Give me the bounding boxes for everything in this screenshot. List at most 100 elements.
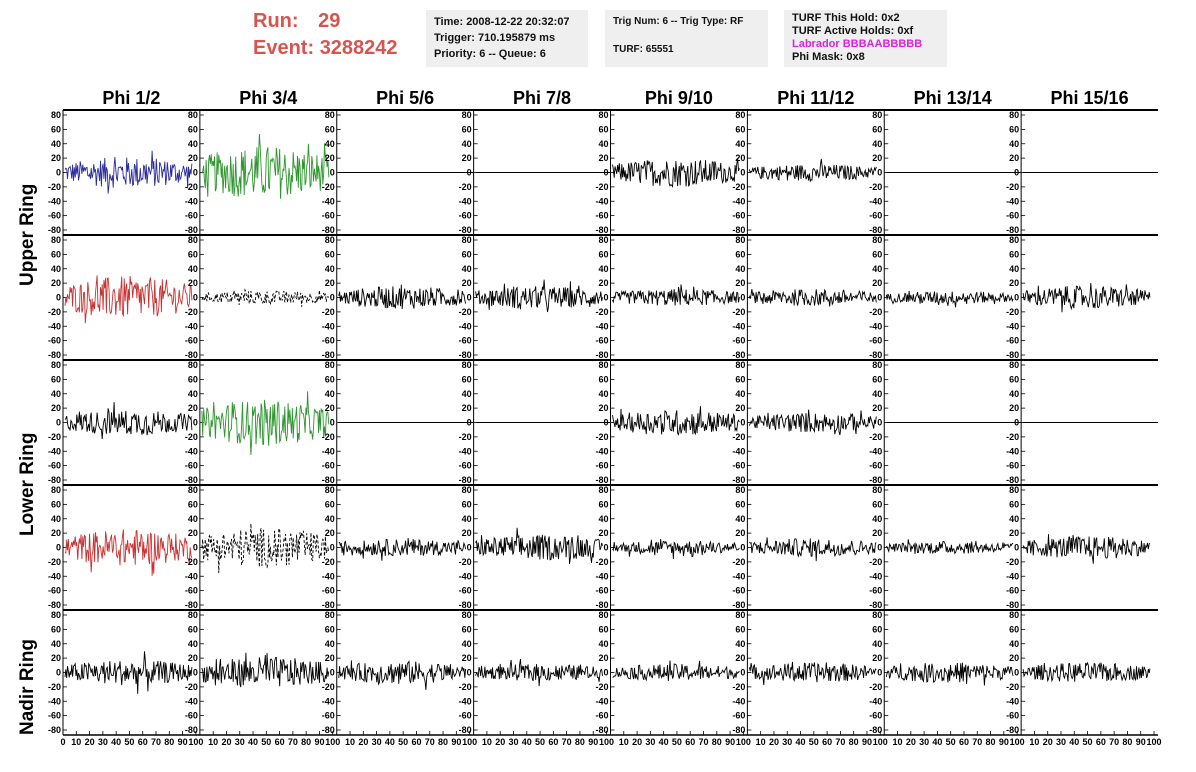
y-tick-label: 80 [1009,485,1019,495]
waveform-trace [885,662,1014,686]
y-tick-label: -40 [459,196,472,206]
y-tick-label: -20 [732,557,745,567]
y-tick-label: -20 [48,557,61,567]
x-tick-label: 50 [398,737,408,747]
y-tick-label: 80 [872,360,882,370]
y-tick-label: -20 [869,182,882,192]
y-tick-label: 40 [51,264,61,274]
y-tick-label: -40 [869,571,882,581]
waveform-trace [201,391,330,456]
turf-this-hold-text: TURF This Hold: 0x2 [792,12,900,24]
x-tick-label: 80 [164,737,174,747]
x-tick-label: 60 [959,737,969,747]
y-tick-label: 80 [872,610,882,620]
y-tick-label: -40 [322,571,335,581]
y-tick-label: -60 [459,461,472,471]
y-tick-label: 0 [740,668,745,678]
waveform-trace [1022,282,1151,313]
x-tick-label: 10 [345,737,355,747]
x-tick-label: 80 [849,737,859,747]
y-tick-label: -20 [185,307,198,317]
y-tick-label: 60 [462,624,472,634]
y-tick-label: 40 [1009,639,1019,649]
x-tick-label: 20 [85,737,95,747]
y-tick-label: -80 [48,350,61,360]
y-tick-label: -40 [1006,696,1019,706]
y-tick-label: 60 [462,499,472,509]
x-tick-label: 40 [111,737,121,747]
y-tick-label: -80 [595,600,608,610]
y-tick-label: 0 [877,168,882,178]
y-tick-label: 20 [462,403,472,413]
y-tick-label: -60 [869,586,882,596]
y-tick-label: -60 [732,336,745,346]
y-tick-label: -40 [48,696,61,706]
y-tick-label: 40 [325,514,335,524]
x-tick-label: 70 [1109,737,1119,747]
y-tick-label: -60 [869,336,882,346]
x-tick-label: 20 [769,737,779,747]
y-tick-label: -60 [1006,586,1019,596]
y-tick-label: 60 [1009,624,1019,634]
x-tick-label: 20 [221,737,231,747]
waveform-trace [201,652,330,688]
y-tick-label: -20 [48,682,61,692]
column-header: Phi 15/16 [1051,88,1129,108]
y-tick-label: 20 [872,528,882,538]
y-tick-label: 20 [1009,653,1019,663]
x-tick-label: 60 [548,737,558,747]
phi-mask-text: Phi Mask: 0x8 [792,51,865,63]
y-tick-label: 20 [325,653,335,663]
y-tick-label: 0 [740,168,745,178]
y-tick-label: -40 [185,446,198,456]
y-tick-label: 40 [598,389,608,399]
x-tick-label: 40 [1069,737,1079,747]
x-tick-label: 30 [98,737,108,747]
x-tick-label: 50 [672,737,682,747]
x-tick-label: 100 [1146,737,1161,747]
y-tick-label: 0 [56,168,61,178]
y-tick-label: -60 [322,711,335,721]
y-tick-label: -60 [322,211,335,221]
y-tick-label: 40 [51,139,61,149]
y-tick-label: 20 [51,403,61,413]
y-tick-label: -60 [48,211,61,221]
y-tick-label: -20 [732,432,745,442]
y-tick-label: 80 [598,360,608,370]
y-tick-label: -40 [1006,321,1019,331]
y-tick-label: 0 [330,168,335,178]
x-tick-label: 40 [932,737,942,747]
waveform-trace [1022,534,1151,564]
x-tick-label: 70 [151,737,161,747]
x-tick-label: 50 [261,737,271,747]
y-tick-label: 20 [598,153,608,163]
y-tick-label: -60 [459,336,472,346]
waveform-trace [475,527,603,564]
y-tick-label: -60 [869,711,882,721]
waveform-trace [338,537,467,561]
y-tick-label: 80 [325,110,335,120]
y-tick-label: 60 [188,249,198,259]
y-tick-label: -20 [595,307,608,317]
x-tick-label: 10 [1029,737,1039,747]
y-tick-label: 60 [872,124,882,134]
y-tick-label: -80 [185,600,198,610]
y-tick-label: 40 [51,514,61,524]
y-tick-label: -60 [1006,336,1019,346]
y-tick-label: 20 [598,653,608,663]
x-tick-label: 10 [71,737,81,747]
y-tick-label: -60 [1006,461,1019,471]
y-tick-label: 20 [872,653,882,663]
y-tick-label: 20 [1009,278,1019,288]
y-tick-label: -40 [595,196,608,206]
x-tick-label: 60 [138,737,148,747]
y-tick-label: 60 [51,374,61,384]
x-tick-label: 90 [999,737,1009,747]
x-tick-label: 60 [822,737,832,747]
y-tick-label: 40 [872,514,882,524]
y-tick-label: 80 [51,485,61,495]
y-tick-label: 40 [598,139,608,149]
event-label: Event: [253,37,315,59]
y-tick-label: -60 [732,711,745,721]
y-tick-label: -40 [869,196,882,206]
